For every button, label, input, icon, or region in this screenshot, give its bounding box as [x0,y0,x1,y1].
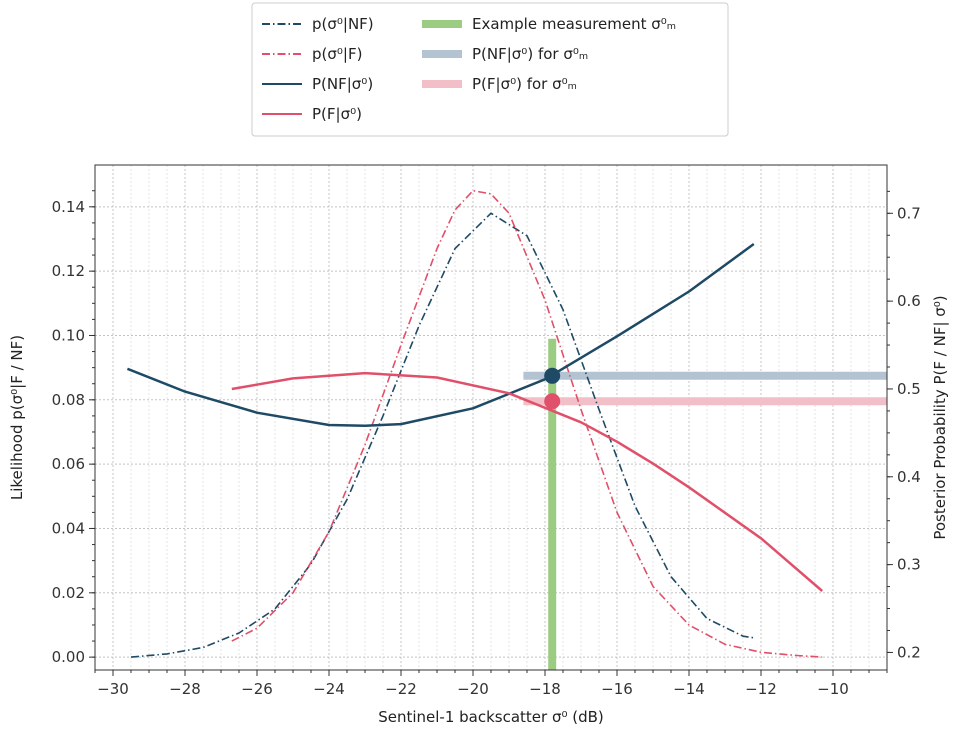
x-tick-label: −20 [457,680,489,698]
y-right-tick-label: 0.4 [897,468,921,486]
legend-label-1: p(σ⁰|F) [312,45,362,63]
y-right-tick-label: 0.2 [897,643,921,661]
measurement-layer [523,338,887,670]
x-tick-label: −18 [529,680,561,698]
y-axis-label-right: Posterior Probability P(F / NF| σ⁰) [931,295,949,539]
x-tick-label: −24 [313,680,345,698]
y-right-tick-label: 0.7 [897,204,921,222]
y-left-tick-label: 0.02 [52,584,85,602]
y-left-tick-label: 0.14 [52,198,85,216]
x-tick-label: −26 [241,680,273,698]
series-layer [126,189,824,658]
x-axis-label: Sentinel-1 backscatter σ⁰ (dB) [378,708,604,726]
y-left-tick-label: 0.06 [52,455,85,473]
legend-label-0: p(σ⁰|NF) [312,15,374,33]
marker-layer [544,367,561,410]
legend: p(σ⁰|NF) p(σ⁰|F) P(NF|σ⁰) P(F|σ⁰) Example me… [251,2,729,137]
axes: −30 −28 −26 −24 −22 −20 −18 −16 −14 −12 −10 0.00 0.0… [52,190,921,698]
x-tick-label: −30 [97,680,129,698]
x-tick-label: −22 [385,680,417,698]
y-right-tick-label: 0.6 [897,292,921,310]
series-line-3 [231,371,824,592]
legend-label-6: P(F|σ⁰) for σ⁰ₘ [472,75,577,93]
y-right-tick-label: 0.5 [897,380,921,398]
legend-label-4: Example measurement σ⁰ₘ [472,15,676,33]
x-tick-label: −12 [745,680,777,698]
y-left-tick-label: 0.12 [52,262,85,280]
x-tick-label: −28 [169,680,201,698]
y-left-tick-label: 0.08 [52,391,85,409]
x-tick-label: −14 [673,680,705,698]
x-tick-label: −16 [601,680,633,698]
legend-box [251,2,729,137]
grid [95,165,887,670]
y-axis-label-left: Likelihood p(σ⁰|F / NF) [8,335,26,500]
y-right-tick-label: 0.3 [897,556,921,574]
legend-label-2: P(NF|σ⁰) [312,75,373,93]
y-left-tick-label: 0.10 [52,326,85,344]
series-line-2 [126,242,755,428]
legend-label-3: P(F|σ⁰) [312,105,362,123]
y-left-tick-label: 0.00 [52,648,85,666]
legend-label-5: P(NF|σ⁰) for σ⁰ₘ [472,45,588,63]
x-tick-label: −10 [817,680,849,698]
series-line-0 [130,212,754,658]
marker-1 [544,393,561,410]
marker-0 [544,367,561,384]
y-left-tick-label: 0.04 [52,519,85,537]
